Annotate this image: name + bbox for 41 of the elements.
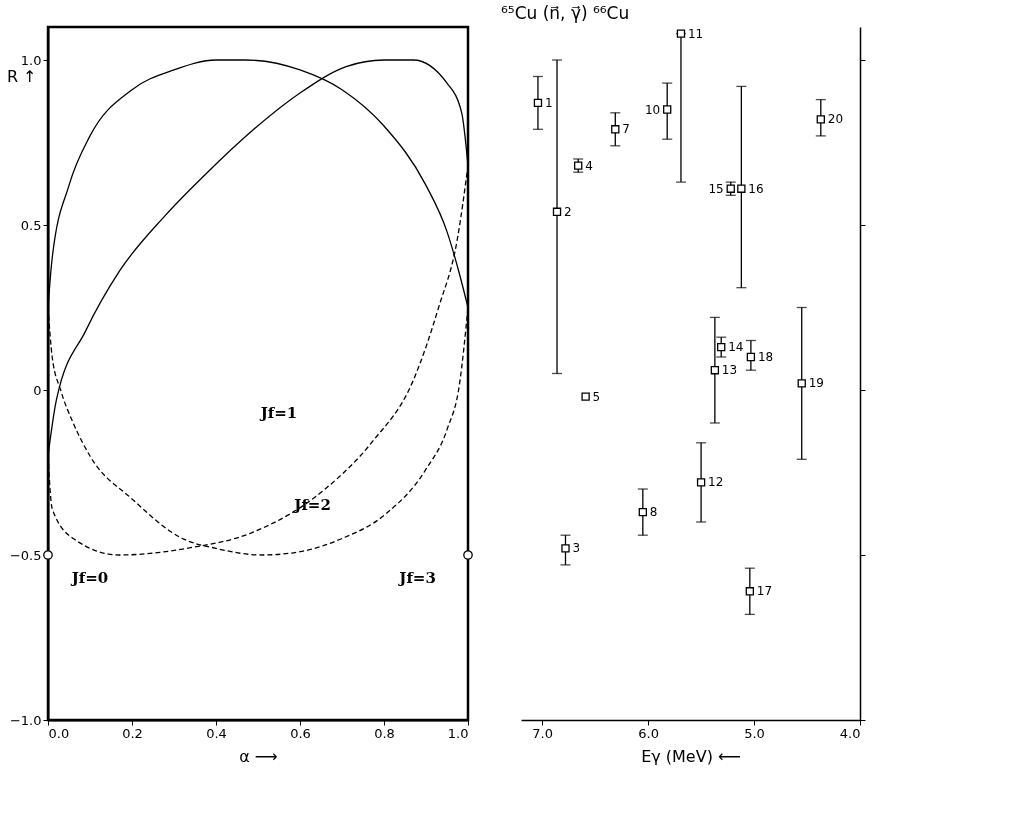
y-tick-label: −0.5	[9, 547, 42, 563]
x-tick-label: 1.0	[447, 725, 469, 741]
y-tick-label: 1.0	[20, 52, 42, 68]
annotation: 1	[544, 95, 553, 110]
annotation: 16	[748, 181, 764, 196]
x-tick-label: 0.0	[48, 725, 70, 741]
x-tick-label: 0.2	[122, 725, 143, 741]
annotation: 13	[721, 363, 738, 378]
annotation: 19	[808, 376, 825, 391]
y-tick-label: 0.5	[20, 217, 42, 233]
annotation: 7	[622, 122, 630, 137]
x-axis-title: α ⟶	[239, 746, 278, 766]
annotation: 11	[687, 26, 704, 41]
y-axis-title: R ↑	[6, 66, 37, 86]
x-tick-label: 0.4	[206, 725, 227, 741]
y-tick-label: 0	[33, 382, 42, 398]
annotation: 5	[592, 389, 601, 404]
annotation: 18	[757, 350, 774, 364]
x-axis-title: Eγ (MeV) ⟵	[641, 746, 741, 766]
annotation: Jf=0	[69, 568, 109, 587]
annotation: Jf=1	[258, 404, 298, 422]
annotation: 10	[644, 102, 661, 117]
annotation: Jf=3	[397, 568, 436, 587]
annotation: 20	[827, 112, 844, 127]
annotation: 15	[708, 181, 724, 196]
annotation: 8	[649, 505, 658, 520]
x-tick-label: 7.0	[532, 725, 554, 741]
annotation: 2	[564, 204, 572, 219]
x-tick-label: 0.6	[290, 725, 311, 741]
x-tick-label: 5.0	[744, 725, 765, 741]
x-tick-label: 4.0	[839, 725, 861, 741]
x-tick-label: 0.8	[374, 725, 395, 741]
annotation: Jf=2	[292, 496, 331, 515]
annotation: 4	[585, 158, 593, 173]
annotation: 12	[708, 475, 724, 490]
x-tick-label: 6.0	[638, 725, 659, 741]
annotation: 17	[756, 584, 773, 599]
annotation: 3	[572, 541, 581, 556]
y-tick-label: −1.0	[9, 712, 42, 728]
annotation: 14	[728, 340, 744, 355]
chart-title: ⁶⁵Cu (n⃗, γ⃗) ⁶⁶Cu	[501, 3, 630, 23]
